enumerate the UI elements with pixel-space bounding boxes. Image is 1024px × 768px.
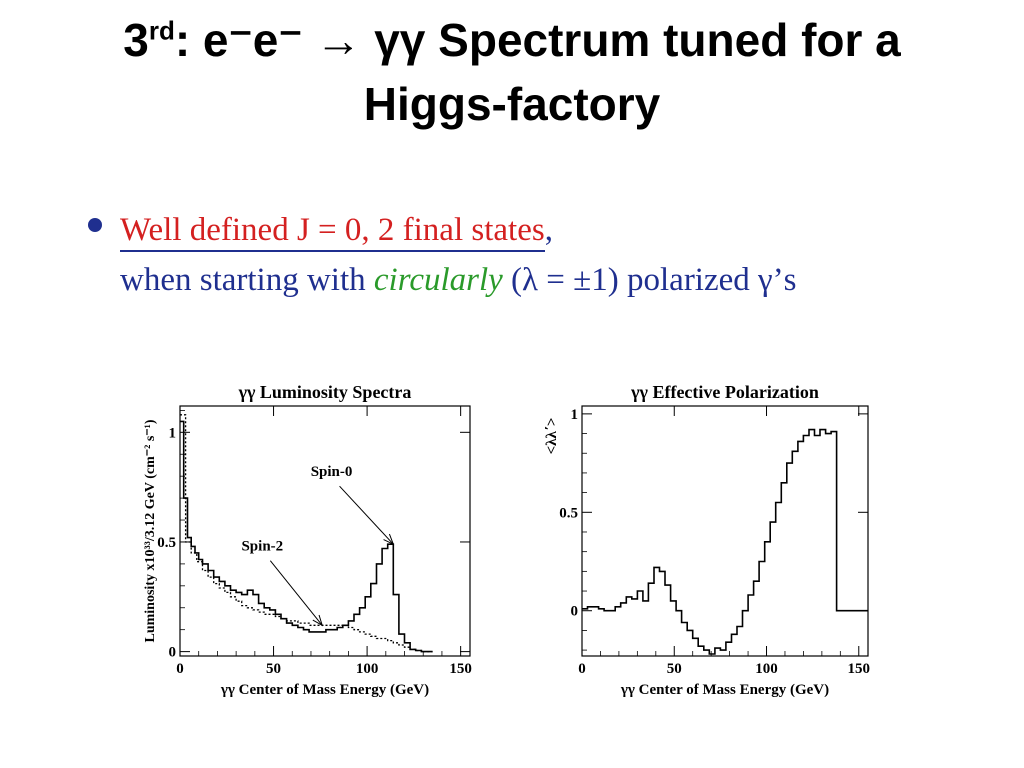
y-tick-label: 0 [169,645,177,661]
x-tick-label: 100 [755,661,778,677]
x-tick-label: 150 [848,661,871,677]
bullet-blue-text-b: (λ = ±1) polarized γ’s [502,262,797,298]
plot-frame [581,405,869,657]
x-axis-label: γγ Center of Mass Energy (GeV) [220,682,429,698]
title-superscript: rd [148,15,175,46]
y-tick-label: 1 [571,407,579,423]
slide-title-line2: Higgs-factory [363,78,661,130]
bullet-red-text: Well defined J = 0, 2 final states [120,212,545,252]
bullet-comma: , [544,212,553,248]
x-tick-label: 0 [176,661,184,677]
bullet-green-text: circularly [373,262,503,298]
x-tick-label: 0 [578,661,586,677]
y-tick-label: 1 [169,425,177,441]
y-tick-label: 0.5 [157,535,176,551]
annotation-arrow [339,485,394,545]
luminosity-spectra-chart: γγ Luminosity Spectra 0 50 100 150 0 0.5 1 γγ Ce… [143,382,472,698]
slide-title: 3rd: e⁻e⁻ → γγ Spectrum tuned for a Higgs… [123,14,901,130]
annotation-arrowhead [312,614,324,627]
chart-title: γγ Effective Polarization [630,382,819,402]
bullet-blue-text-a: when starting with [120,262,374,298]
series-line-dotted [180,414,433,653]
x-tick-label: 50 [266,661,281,677]
x-axis-label: γγ Center of Mass Energy (GeV) [620,682,829,698]
bullet-line-2: when starting with circularly (λ = ±1) p… [120,256,796,304]
annotation-label: Spin-0 [311,464,353,480]
annotation-arrowhead [383,533,395,546]
x-tick-label: 100 [356,661,379,677]
annotation-label: Spin-2 [241,539,283,555]
y-tick-label: 0.5 [559,505,578,521]
bullet-line-1: Well defined J = 0, 2 final states, [120,206,553,254]
bullet-dot [88,218,102,232]
series-line-solid [582,428,868,655]
annotation-arrow [269,560,323,626]
y-axis-label: <λλ΄> [544,418,560,455]
x-tick-label: 50 [667,661,682,677]
y-tick-label: 0 [571,604,579,620]
chart-title: γγ Luminosity Spectra [238,382,412,402]
plot-frame [179,405,471,657]
x-tick-label: 150 [449,661,472,677]
y-axis-label: Luminosity x10³³/3.12 GeV (cm⁻² s⁻¹) [143,419,158,642]
series-line-solid [180,420,433,653]
effective-polarization-chart: γγ Effective Polarization 0 50 100 150 0 0.5 1 γ… [544,382,871,698]
